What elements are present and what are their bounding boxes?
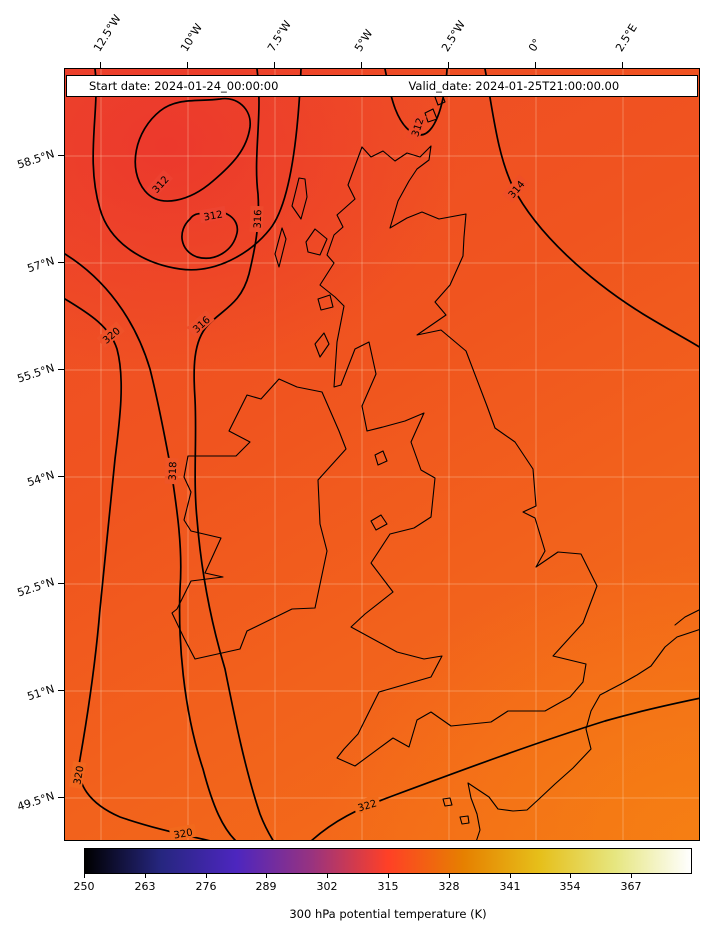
- contour-312-loop-a: [134, 97, 251, 202]
- lat-tick: [58, 476, 64, 477]
- lat-tick: [58, 690, 64, 691]
- lon-tick-label: 0°: [525, 36, 544, 54]
- contour-314-main: [484, 69, 699, 348]
- colorbar-tick: [145, 874, 146, 878]
- coastline-skye: [305, 228, 328, 256]
- colorbar: [84, 848, 692, 874]
- colorbar-tick-label: 302: [316, 880, 338, 893]
- contour-314-wrap: [92, 69, 302, 271]
- contour-label-312-a: 312: [146, 169, 174, 198]
- colorbar-tick: [570, 874, 571, 878]
- svg-text:312: 312: [203, 209, 224, 223]
- lon-tick: [448, 62, 449, 68]
- start-date-text: Start date: 2024-01-24_00:00:00: [89, 79, 279, 93]
- map-canvas: 312 312 312 314 316 316: [64, 68, 700, 841]
- contour-label-322: 322: [352, 794, 382, 815]
- coastline-ireland: [171, 378, 347, 660]
- lon-tick-label: 2.5°W: [438, 18, 468, 54]
- lat-tick: [58, 369, 64, 370]
- coastlines: [171, 93, 699, 840]
- lon-tick: [622, 62, 623, 68]
- svg-text:320: 320: [72, 765, 86, 786]
- lat-tick-label: 54°N: [25, 468, 57, 490]
- lat-tick: [58, 797, 64, 798]
- colorbar-tick: [327, 874, 328, 878]
- lon-tick-label: 12.5°W: [90, 12, 124, 55]
- colorbar-tick: [84, 874, 85, 878]
- lat-tick-label: 58.5°N: [15, 147, 57, 172]
- lat-tick-label: 55.5°N: [15, 361, 57, 386]
- colorbar-tick-label: 341: [499, 880, 521, 893]
- colorbar-tick-label: 250: [73, 880, 95, 893]
- contour-316: [193, 69, 274, 840]
- lon-tick: [361, 62, 362, 68]
- colorbar-tick: [206, 874, 207, 878]
- svg-text:318: 318: [168, 461, 180, 480]
- contour-labels: 312 312 312 314 316 316: [68, 112, 529, 841]
- lat-tick-label: 52.5°N: [15, 575, 57, 600]
- lon-tick-label: 5°W: [351, 27, 376, 54]
- lon-tick-label: 7.5°W: [264, 18, 294, 54]
- colorbar-tick-label: 315: [377, 880, 399, 893]
- svg-text:322: 322: [357, 798, 378, 814]
- map-svg: 312 312 312 314 316 316: [65, 69, 699, 841]
- colorbar-tick: [449, 874, 450, 878]
- coastline-isle-of-man: [374, 450, 388, 466]
- contour-lines: [65, 69, 699, 840]
- coastline-channel-islands: [442, 797, 470, 825]
- colorbar-tick-label: 354: [559, 880, 581, 893]
- colorbar-tick: [266, 874, 267, 878]
- valid-date-text: Valid_date: 2024-01-25T21:00:00.00: [408, 79, 620, 93]
- contour-label-316-a: 316: [249, 205, 265, 233]
- coastline-france: [467, 629, 699, 840]
- colorbar-tick-label: 289: [255, 880, 277, 893]
- lon-tick: [535, 62, 536, 68]
- title-bar: Start date: 2024-01-24_00:00:00 Valid_da…: [66, 75, 698, 97]
- colorbar-tick: [510, 874, 511, 878]
- contour-320: [65, 298, 211, 840]
- lon-tick-label: 2.5°E: [612, 21, 640, 54]
- contour-label-320-b: 320: [68, 760, 87, 789]
- contour-label-314: 314: [502, 174, 529, 203]
- coastline-orkney: [424, 93, 446, 123]
- lat-tick: [58, 583, 64, 584]
- lat-tick-label: 49.5°N: [15, 789, 57, 814]
- lon-tick: [274, 62, 275, 68]
- lat-tick-label: 51°N: [25, 682, 57, 704]
- colorbar-tick-label: 367: [620, 880, 642, 893]
- coastline-outer-hebrides: [274, 177, 308, 268]
- lat-tick: [58, 155, 64, 156]
- contour-label-312-b: 312: [198, 205, 227, 224]
- contour-label-320-c: 320: [168, 823, 197, 841]
- coastline-islay-jura: [314, 332, 330, 358]
- colorbar-tick-label: 328: [438, 880, 460, 893]
- contour-label-318: 318: [164, 457, 180, 485]
- colorbar-tick-label: 276: [195, 880, 217, 893]
- lon-tick: [100, 62, 101, 68]
- coastline-mull: [317, 294, 334, 311]
- colorbar-tick-label: 263: [134, 880, 156, 893]
- colorbar-tick: [388, 874, 389, 878]
- lon-tick: [187, 62, 188, 68]
- contour-label-312-c: 312: [406, 112, 427, 142]
- coastline-anglesey: [370, 514, 388, 531]
- coastline-great-britain: [319, 145, 598, 767]
- colorbar-tick: [631, 874, 632, 878]
- svg-text:320: 320: [173, 827, 194, 841]
- colorbar-axis-label: 300 hPa potential temperature (K): [289, 907, 487, 921]
- coastline-dutch-delta: [674, 609, 699, 626]
- lat-tick: [58, 262, 64, 263]
- svg-text:316: 316: [253, 209, 265, 228]
- contour-318: [65, 253, 237, 840]
- lat-tick-label: 57°N: [25, 254, 57, 276]
- lon-tick-label: 10°W: [177, 21, 206, 54]
- contour-322: [311, 697, 699, 840]
